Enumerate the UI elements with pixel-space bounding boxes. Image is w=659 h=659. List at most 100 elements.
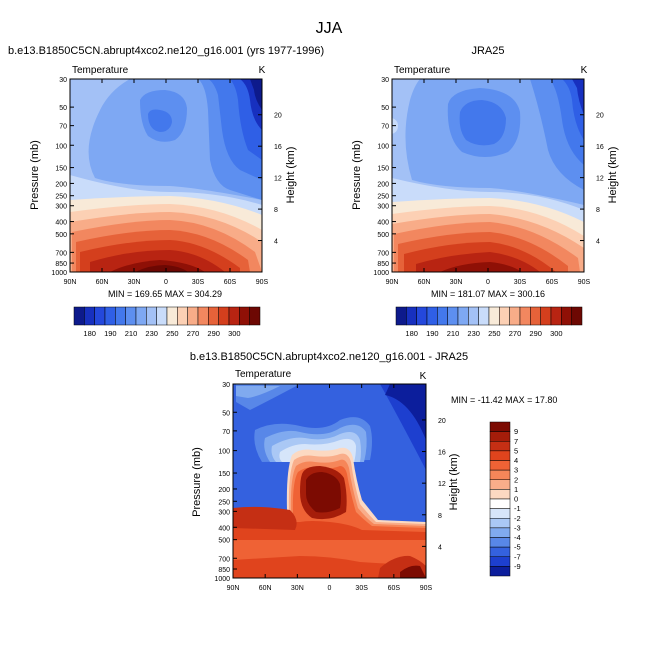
colorbar-swatch <box>447 306 459 326</box>
x-tick-label: 0 <box>164 279 168 286</box>
colorbar-swatch <box>478 306 490 326</box>
colorbar-label: 250 <box>166 329 179 338</box>
colorbar-swatch <box>426 306 438 326</box>
colorbar-label: 210 <box>125 329 138 338</box>
colorbar-swatch <box>489 518 511 529</box>
y-tick-label: 150 <box>218 471 230 478</box>
y2-tick-label: 16 <box>274 144 282 151</box>
colorbar-swatch <box>489 441 511 452</box>
panel-model-ticks: 90N 60N 30N 0 30S 60S 90S 30 50 70 100 150 200 250 300… <box>51 77 281 286</box>
colorbar-swatch <box>489 469 511 480</box>
colorbar-swatch <box>489 556 511 567</box>
colorbar-swatch <box>488 306 500 326</box>
panel-model-subtitle: Temperature <box>72 65 129 76</box>
colorbar-swatch <box>125 306 137 326</box>
colorbar-swatch <box>156 306 168 326</box>
panel-reference-cell <box>440 262 522 272</box>
y-tick-label: 300 <box>377 204 389 211</box>
y-tick-label: 70 <box>59 124 67 131</box>
y-tick-label: 400 <box>55 220 67 227</box>
y2-tick-label: 8 <box>274 207 278 214</box>
panel-reference: JRA25 Temperature K Pressure (mb) Height… <box>351 45 619 338</box>
colorbar-label: 3 <box>514 466 518 475</box>
colorbar-label: 270 <box>187 329 200 338</box>
x-tick-label: 30N <box>291 585 304 592</box>
y2-tick-label: 12 <box>438 481 446 488</box>
colorbar-label: 210 <box>447 329 460 338</box>
x-tick-label: 60S <box>388 585 401 592</box>
colorbar-label: -7 <box>514 552 521 561</box>
y-tick-label: 850 <box>218 567 230 574</box>
panel-model-colorbar: 180 190 210 230 250 270 290 300 <box>73 306 261 338</box>
panel-model-cell <box>148 109 172 132</box>
colorbar-swatch <box>499 306 510 326</box>
colorbar-swatch <box>540 306 552 326</box>
panel-model-cell <box>135 265 188 272</box>
colorbar-swatch <box>115 306 126 326</box>
colorbar-label: 300 <box>550 329 563 338</box>
panel-model-field <box>70 79 262 272</box>
x-tick-label: 90S <box>420 585 433 592</box>
colorbar-swatch <box>489 479 511 490</box>
panel-reference-colorbar: 180 190 210 230 250 270 290 300 <box>395 306 583 338</box>
colorbar-swatch <box>489 489 511 500</box>
colorbar-swatch <box>104 306 116 326</box>
colorbar-label: -5 <box>514 543 521 552</box>
colorbar-label: 290 <box>207 329 220 338</box>
y-tick-label: 30 <box>59 77 67 84</box>
colorbar-swatch <box>489 508 511 519</box>
y-tick-label: 500 <box>218 538 230 545</box>
y-tick-label: 1000 <box>51 270 67 277</box>
y-tick-label: 30 <box>222 382 230 389</box>
x-tick-label: 90N <box>227 585 240 592</box>
panel-model-title: b.e13.B1850C5CN.abrupt4xco2.ne120_g16.00… <box>8 45 324 57</box>
panel-model: b.e13.B1850C5CN.abrupt4xco2.ne120_g16.00… <box>8 45 324 338</box>
panel-difference-cell <box>233 506 297 530</box>
colorbar-swatch <box>187 306 199 326</box>
panel-difference-ticks: 90N 60N 30N 0 30S 60S 90S 30 50 70 100 150 200 250 300… <box>214 382 445 592</box>
x-tick-label: 60S <box>224 279 237 286</box>
panel-reference-y2label: Height (km) <box>607 147 619 204</box>
colorbar-swatch <box>489 431 511 442</box>
panel-model-cell <box>95 79 100 120</box>
colorbar-swatch <box>73 306 85 326</box>
y-tick-label: 700 <box>218 556 230 563</box>
colorbar-swatch <box>395 306 407 326</box>
colorbar-swatch <box>489 450 511 461</box>
panel-reference-ticks: 90N 60N 30N 0 30S 60S 90S 30 50 70 100 150 200 250 300… <box>373 77 603 286</box>
y-tick-label: 200 <box>377 181 389 188</box>
panel-model-ylabel: Pressure (mb) <box>29 140 41 210</box>
x-tick-label: 90S <box>256 279 269 286</box>
colorbar-label: 300 <box>228 329 241 338</box>
colorbar-label: -1 <box>514 504 521 513</box>
colorbar-swatch <box>135 306 147 326</box>
y-tick-label: 1000 <box>214 576 230 583</box>
y-tick-label: 250 <box>55 194 67 201</box>
panel-difference-field <box>233 384 426 578</box>
colorbar-swatch <box>249 306 261 326</box>
colorbar-label: 9 <box>514 427 518 436</box>
x-tick-label: 0 <box>486 279 490 286</box>
colorbar-label: 270 <box>509 329 522 338</box>
y2-tick-label: 16 <box>438 450 446 457</box>
x-tick-label: 60N <box>259 585 272 592</box>
colorbar-label: -4 <box>514 533 521 542</box>
colorbar-swatch <box>437 306 448 326</box>
colorbar-label: 4 <box>514 456 518 465</box>
colorbar-label: 7 <box>514 437 518 446</box>
colorbar-label: 190 <box>104 329 117 338</box>
colorbar-swatch <box>561 306 572 326</box>
y-tick-label: 70 <box>381 124 389 131</box>
colorbar-label: 180 <box>405 329 418 338</box>
panel-model-cell <box>250 79 262 110</box>
colorbar-swatch <box>177 306 188 326</box>
y-tick-label: 500 <box>377 232 389 239</box>
panel-reference-field <box>392 79 584 272</box>
y-tick-label: 500 <box>55 232 67 239</box>
colorbar-swatch <box>489 498 511 509</box>
panel-difference-cell <box>400 565 426 578</box>
colorbar-swatch <box>84 306 95 326</box>
panel-model-y2label: Height (km) <box>285 147 297 204</box>
colorbar-label: -2 <box>514 514 521 523</box>
